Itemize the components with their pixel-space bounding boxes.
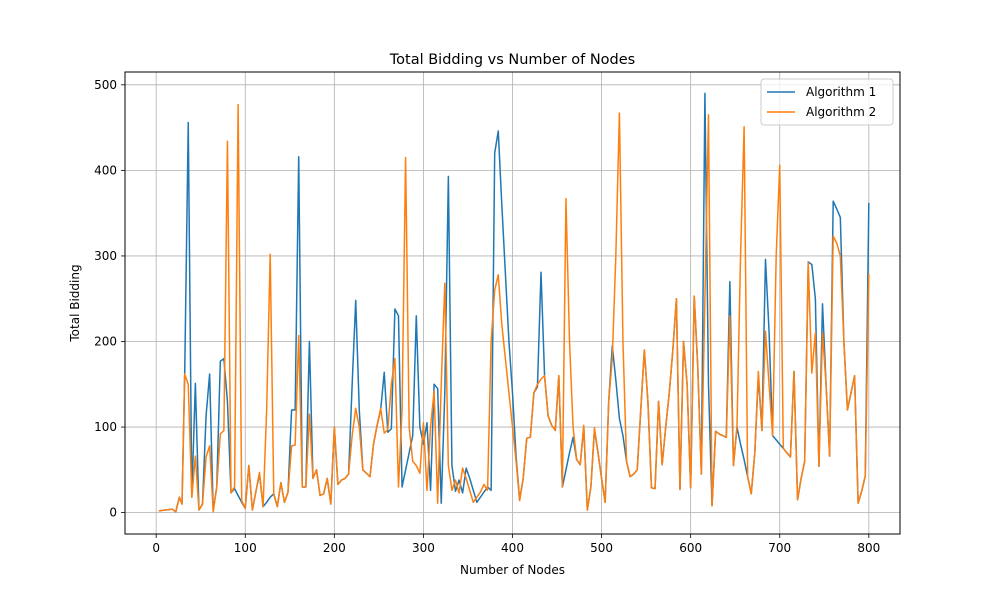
x-tick-label: 200 — [323, 541, 346, 555]
x-tick-label: 400 — [501, 541, 524, 555]
x-tick-label: 600 — [679, 541, 702, 555]
y-tick-label: 200 — [94, 335, 117, 349]
x-axis-title: Number of Nodes — [460, 563, 565, 577]
x-tick-label: 0 — [152, 541, 160, 555]
y-axis: 0 100 200 300 400 500 — [94, 78, 125, 520]
y-axis-title: Total Bidding — [68, 264, 82, 342]
chart-title: Total Bidding vs Number of Nodes — [389, 52, 635, 68]
legend-box — [760, 78, 894, 126]
x-tick-label: 700 — [768, 541, 791, 555]
x-axis: 0 100 200 300 400 500 600 700 800 — [152, 534, 880, 555]
series-line-algorithm-2 — [158, 103, 870, 513]
y-tick-label: 100 — [94, 420, 117, 434]
legend-label-algorithm-1: Algorithm 1 — [806, 85, 876, 99]
x-tick-label: 800 — [857, 541, 880, 555]
y-tick-label: 300 — [94, 249, 117, 263]
legend-label-algorithm-2: Algorithm 2 — [806, 105, 876, 119]
x-tick-label: 500 — [590, 541, 613, 555]
x-tick-label: 300 — [412, 541, 435, 555]
y-tick-label: 400 — [94, 163, 117, 177]
x-tick-label: 100 — [234, 541, 257, 555]
y-tick-label: 0 — [109, 506, 117, 520]
y-tick-label: 500 — [94, 78, 117, 92]
legend: Algorithm 1 Algorithm 2 — [760, 78, 894, 126]
series-lines — [158, 92, 870, 513]
